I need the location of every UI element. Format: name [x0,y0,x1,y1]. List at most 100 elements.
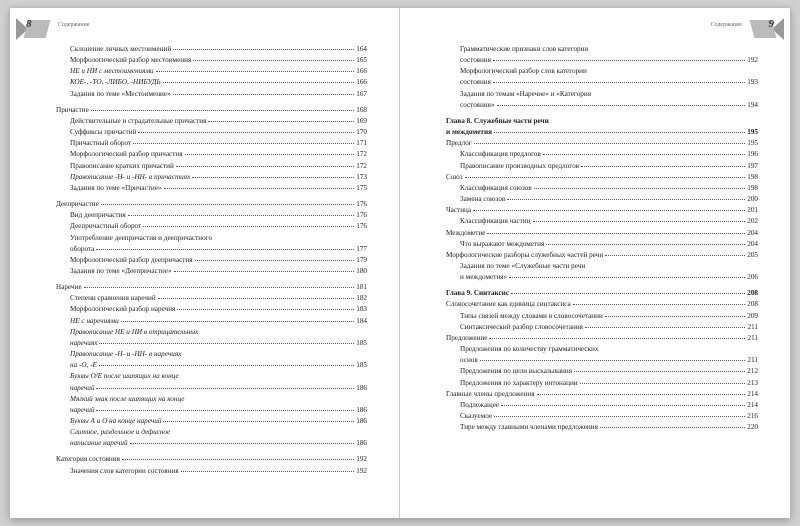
toc-entry: Причастие 168 [42,105,367,116]
toc-page: 167 [356,89,367,100]
toc-text: Грамматические признаки слов категории [460,44,588,55]
toc-text: Деепричастный оборот [70,221,141,232]
toc-text: КОЕ-, -ТО, -ЛИБО, -НИБУДЬ [70,77,161,88]
toc-text: Морфологические разборы служебных частей… [446,250,603,261]
toc-text: Задания по теме «Местоимение» [70,89,171,100]
toc-entry: Деепричастный оборот176 [42,221,367,232]
toc-text: Сказуемое [460,411,492,422]
toc-text: Междометие [446,228,485,239]
toc-entry: Употребление деепричастия и деепричастно… [42,233,367,244]
toc-page: 186 [356,405,367,416]
toc-page: 165 [356,55,367,66]
toc-entry: Наречие181 [42,282,367,293]
toc-text: Типы связей между словами в словосочетан… [460,311,603,322]
toc-page: 212 [747,366,758,377]
toc-text: наречий [70,383,94,394]
toc-page: 166 [356,77,367,88]
toc-page: 185 [356,360,367,371]
toc-text: Что выражают междометия [460,239,544,250]
toc-page: 192 [747,55,758,66]
toc-page: 172 [356,161,367,172]
toc-text: Значения слов категории состояния [70,466,179,477]
toc-text: НЕ с наречиями [70,316,119,327]
toc-text: Степени сравнения наречий [70,293,156,304]
toc-text: наречий [70,405,94,416]
toc-entry: Действительные и страдательные причастия… [42,116,367,127]
toc-entry: и междометия195 [432,127,758,138]
toc-page: 211 [747,322,758,333]
toc-entry: Задания по теме «Местоимение» 167 [42,89,367,100]
toc-text: на -О, -Е [70,360,97,371]
toc-entry: Типы связей между словами в словосочетан… [432,311,758,322]
toc-page: 168 [356,105,367,116]
toc-page: 176 [356,199,367,210]
page-number-right: 9 [769,18,775,30]
toc-page: 201 [747,205,758,216]
toc-entry: НЕ и НИ с местоимениями166 [42,66,367,77]
toc-entry: наречий 186 [42,383,367,394]
toc-text: Наречие [56,282,82,293]
toc-entry: Склонение личных местоимений164 [42,44,367,55]
toc-text: Правописание -Н- и -НН- в наречиях [70,349,181,360]
toc-page: 184 [356,316,367,327]
toc-text: Вид деепричастия [70,210,126,221]
toc-page: 180 [356,266,367,277]
toc-text: Буквы А и О на конце наречий [70,416,161,427]
toc-text: Замена союзов [460,194,505,205]
toc-entry: Предложения по характеру интонации213 [432,378,758,389]
toc-page: 175 [356,183,367,194]
toc-page: 204 [747,228,758,239]
toc-right: Грамматические признаки слов категориисо… [432,36,758,433]
toc-entry: Правописание НЕ и НИ в отрицательных [42,327,367,338]
right-page: 9 Содержание Грамматические признаки сло… [400,8,790,518]
toc-page: 185 [356,338,367,349]
toc-page: 186 [356,438,367,449]
toc-text: Склонение личных местоимений [70,44,171,55]
toc-text: Правописание -Н- и -НН- в причастиях [70,172,190,183]
toc-page: 209 [747,311,758,322]
toc-page: 220 [747,422,758,433]
toc-entry: Правописание -Н- и -НН- в наречиях [42,349,367,360]
toc-page: 214 [747,389,758,400]
toc-entry: состояния192 [432,55,758,66]
toc-text: Предлог [446,138,472,149]
toc-text: Предложения по цели высказывания [460,366,572,377]
toc-text: Слитное, раздельное и дефисное [70,427,170,438]
toc-text: Морфологический разбор причастия [70,149,183,160]
toc-text: Предложения по количеству грамматических [460,344,598,355]
toc-text: Синтаксический разбор словосочетания [460,322,583,333]
toc-page: 195 [747,127,758,138]
toc-text: Задания по теме «Причастие» [70,183,162,194]
toc-entry: Грамматические признаки слов категории [432,44,758,55]
toc-page: 186 [356,383,367,394]
toc-text: Подлежащее [460,400,499,411]
page-number-left: 8 [26,18,32,30]
toc-text: Морфологический разбор деепричастия [70,255,193,266]
toc-entry: Частица201 [432,205,758,216]
toc-text: Суффиксы причастий [70,127,136,138]
toc-page: 196 [747,149,758,160]
toc-text: Мягкий знак после шипящих на конце [70,394,184,405]
toc-text: Задания по теме «Служебные части речи [460,261,585,272]
toc-page: 208 [747,288,758,299]
toc-entry: Буквы О/Е после шипящих на конце [42,371,367,382]
toc-text: Задания по теме «Деепричастие» [70,266,172,277]
toc-entry: Морфологические разборы служебных частей… [432,250,758,261]
toc-text: Тире между главными членами предложения [460,422,598,433]
toc-entry: КОЕ-, -ТО, -ЛИБО, -НИБУДЬ 166 [42,77,367,88]
toc-entry: Морфологический разбор местоимения165 [42,55,367,66]
toc-entry: Тире между главными членами предложения 2… [432,422,758,433]
toc-page: 211 [747,355,758,366]
toc-page: 211 [747,333,758,344]
toc-text: Причастие [56,105,89,116]
book-spread: 8 Содержание Склонение личных местоимени… [10,8,790,518]
toc-page: 214 [747,400,758,411]
toc-entry: Классификация союзов198 [432,183,758,194]
toc-text: Предложение [446,333,487,344]
toc-entry: Причастный оборот171 [42,138,367,149]
toc-page: 171 [356,138,367,149]
toc-entry: Словосочетание как единица синтаксиса208 [432,299,758,310]
toc-entry: Значения слов категории состояния192 [42,466,367,477]
toc-page: 198 [747,172,758,183]
toc-page: 194 [747,100,758,111]
